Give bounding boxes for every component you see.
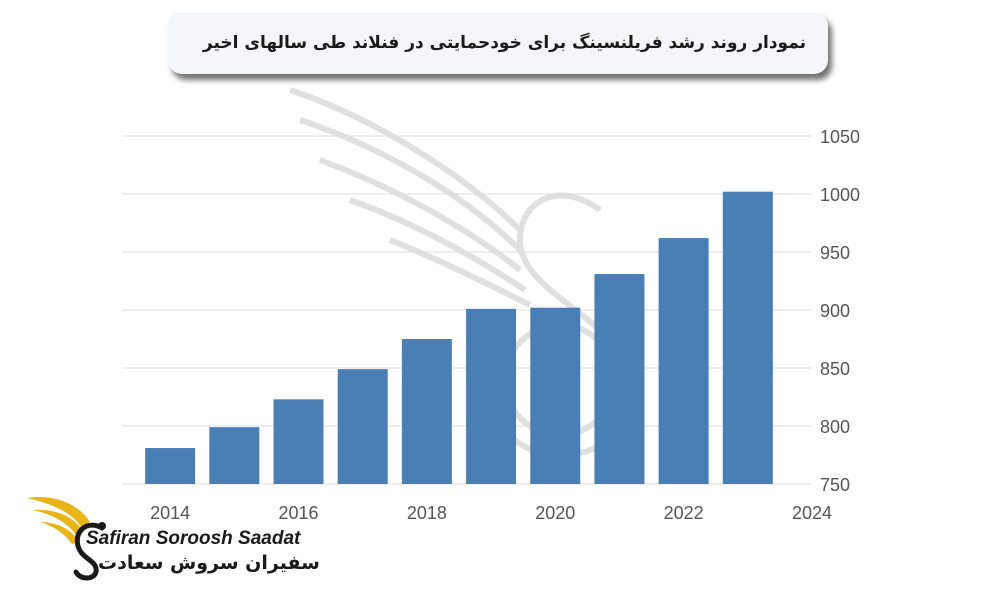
bar-2015 [209, 427, 260, 484]
bar-2016 [273, 399, 324, 484]
bar-2019 [466, 308, 517, 484]
bar-2021 [594, 274, 645, 484]
bar-2014 [145, 448, 196, 484]
bar-2022 [658, 238, 709, 484]
chart-title: نمودار روند رشد فریلنسینگ برای خودحمایتی… [202, 33, 806, 53]
x-tick-label: 2014 [150, 503, 190, 523]
x-tick-label: 2024 [792, 503, 832, 523]
y-tick-label: 950 [820, 243, 850, 263]
brand-name-fa: سفیران سروش سعادت [98, 552, 320, 574]
y-tick-label: 800 [820, 417, 850, 437]
y-tick-label: 850 [820, 359, 850, 379]
y-tick-label: 750 [820, 475, 850, 495]
bar-2018 [401, 339, 452, 484]
x-tick-label: 2022 [664, 503, 704, 523]
brand-logo-icon [27, 497, 106, 581]
brand-name-en: Safiran Soroosh Saadat [86, 528, 301, 549]
bar-2020 [530, 307, 581, 484]
x-tick-label: 2016 [278, 503, 318, 523]
bar-2017 [337, 369, 388, 484]
y-tick-label: 1050 [820, 127, 860, 147]
y-tick-label: 900 [820, 301, 850, 321]
bar-2023 [722, 191, 773, 484]
x-tick-label: 2018 [407, 503, 447, 523]
y-tick-label: 1000 [820, 185, 860, 205]
title-box: نمودار روند رشد فریلنسینگ برای خودحمایتی… [168, 12, 828, 74]
x-tick-label: 2020 [535, 503, 575, 523]
